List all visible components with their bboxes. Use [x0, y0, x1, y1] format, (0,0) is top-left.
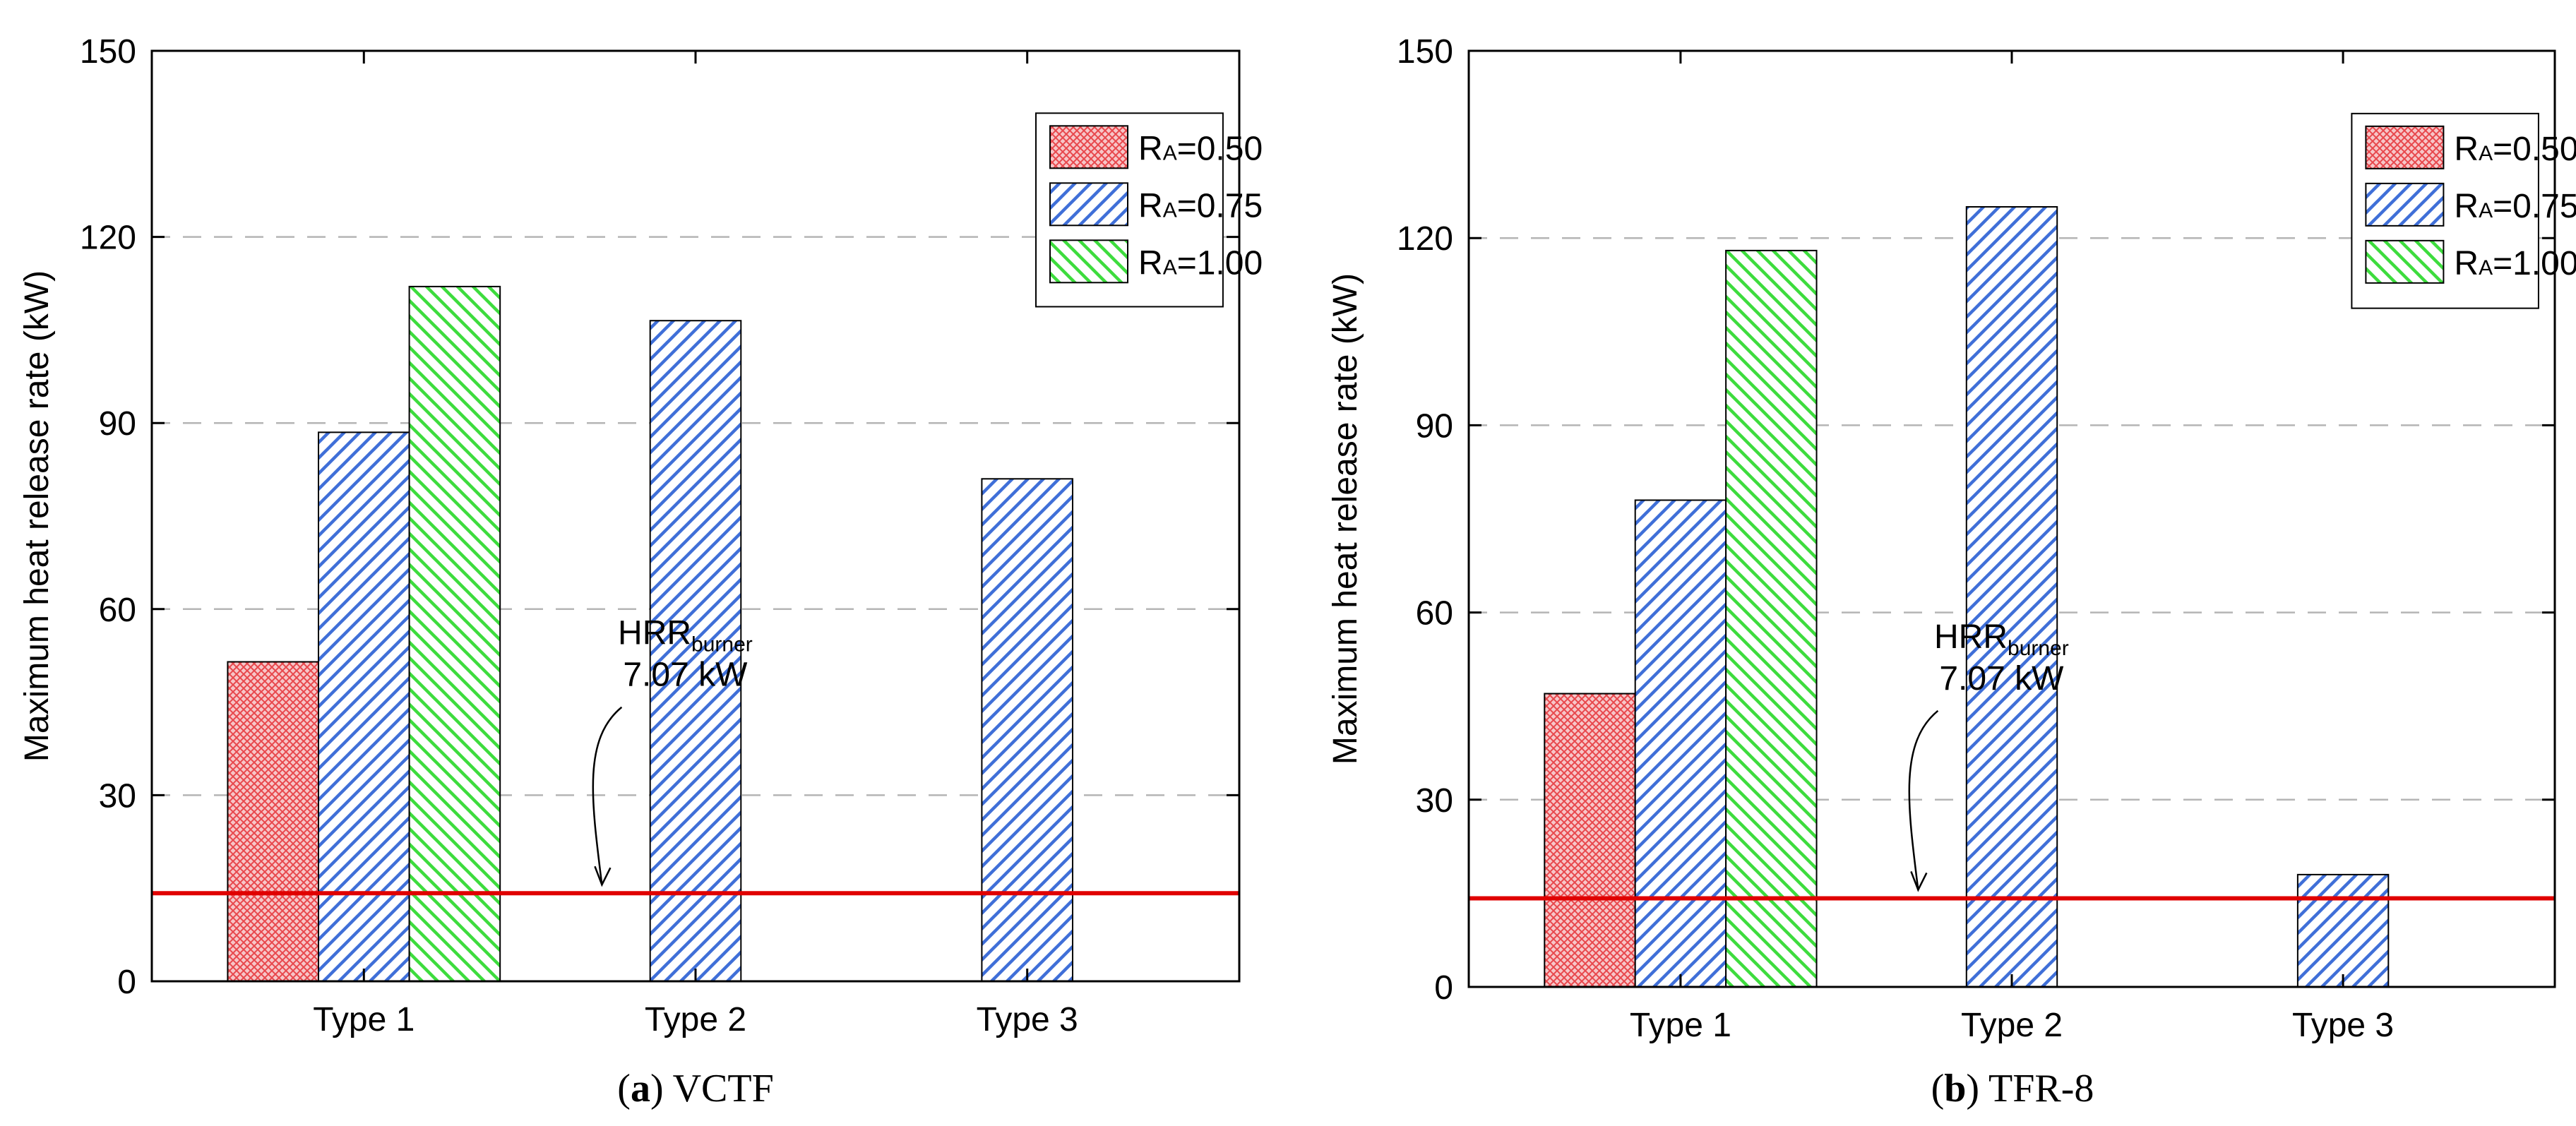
x-tick-label: Type 3: [977, 1001, 1078, 1038]
legend-label: RA=1.00: [1138, 244, 1263, 282]
y-tick-label: 0: [1434, 969, 1453, 1007]
annotation-label: HRRburner: [1934, 618, 2069, 660]
bar-type3-series1: [2296, 873, 2390, 988]
bar-type1-series0: [227, 661, 320, 983]
legend-label: RA=0.50: [1138, 130, 1263, 167]
x-tick-label: Type 1: [1630, 1007, 1731, 1044]
y-tick-label: 30: [99, 777, 136, 815]
bar-type1-series1: [1634, 499, 1727, 988]
bar-type2-series1: [649, 320, 742, 983]
y-tick-label: 120: [80, 220, 136, 257]
x-tick-label: Type 2: [645, 1001, 746, 1038]
y-tick-label: 30: [1416, 782, 1453, 820]
y-axis-label: Maximum heat release rate (kW): [1327, 273, 1364, 765]
y-axis-label: Maximum heat release rate (kW): [18, 270, 56, 762]
chart-panel-b: 0 30 60 90 120 150 Type 1 Type 2 Type 3 Maximum h…: [1327, 33, 2576, 1110]
x-tick-label: Type 3: [2292, 1007, 2394, 1044]
y-tick-label: 60: [1416, 595, 1453, 633]
legend-label: RA=0.50: [2454, 131, 2576, 168]
y-tick-label: 150: [1397, 33, 1453, 71]
legend-label: RA=0.75: [2454, 188, 2576, 225]
annotation-arrow: [592, 706, 623, 885]
bar-type1-series2: [408, 285, 501, 983]
chart-panel-a: 0 30 60 90 120 150 Type 1 Type 2 Type 3 Maximum h…: [18, 33, 1263, 1110]
legend-swatch: [2365, 125, 2445, 169]
annotation-arrowhead: [1910, 871, 1928, 892]
y-tick-label: 90: [1416, 407, 1453, 445]
legend-label: RA=0.75: [1138, 187, 1263, 224]
x-tick-label: Type 1: [313, 1001, 415, 1038]
y-tick-label: 90: [99, 405, 136, 443]
legend-swatch: [2365, 239, 2445, 284]
bar-type1-series2: [1725, 249, 1818, 988]
legend-swatch: [1049, 182, 1129, 227]
legend-swatch: [1049, 239, 1129, 284]
y-tick-label: 120: [1397, 220, 1453, 258]
annotation-value: 7.07 kW: [623, 657, 748, 694]
legend-swatch: [1049, 125, 1129, 169]
bar-type1-series0: [1544, 693, 1636, 988]
annotation-label: HRRburner: [618, 615, 753, 657]
y-tick-label: 0: [117, 964, 136, 1001]
y-tick-label: 60: [99, 592, 136, 629]
bar-type2-series1: [1965, 206, 2058, 988]
y-tick-label: 150: [80, 33, 136, 71]
panel-caption: (b) TFR-8: [1931, 1067, 2094, 1110]
annotation-arrow: [1908, 709, 1939, 890]
bar-type3-series1: [981, 478, 1073, 982]
panel-caption: (a) VCTF: [617, 1067, 773, 1110]
annotation-arrowhead: [594, 866, 612, 887]
legend-label: RA=1.00: [2454, 245, 2576, 282]
x-tick-label: Type 2: [1961, 1007, 2063, 1044]
legend-swatch: [2365, 182, 2445, 227]
bar-type1-series1: [318, 431, 410, 982]
annotation-value: 7.07 kW: [1939, 660, 2064, 697]
